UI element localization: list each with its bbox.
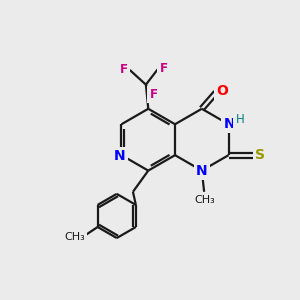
Text: F: F xyxy=(120,63,128,76)
Text: S: S xyxy=(255,148,265,162)
Text: O: O xyxy=(217,84,228,98)
Text: CH₃: CH₃ xyxy=(194,195,215,205)
Text: N: N xyxy=(224,117,235,130)
Text: F: F xyxy=(160,62,168,75)
Text: F: F xyxy=(150,88,158,101)
Text: N: N xyxy=(196,164,208,178)
Text: H: H xyxy=(236,113,244,126)
Text: CH₃: CH₃ xyxy=(64,232,85,242)
Text: N: N xyxy=(114,149,126,163)
